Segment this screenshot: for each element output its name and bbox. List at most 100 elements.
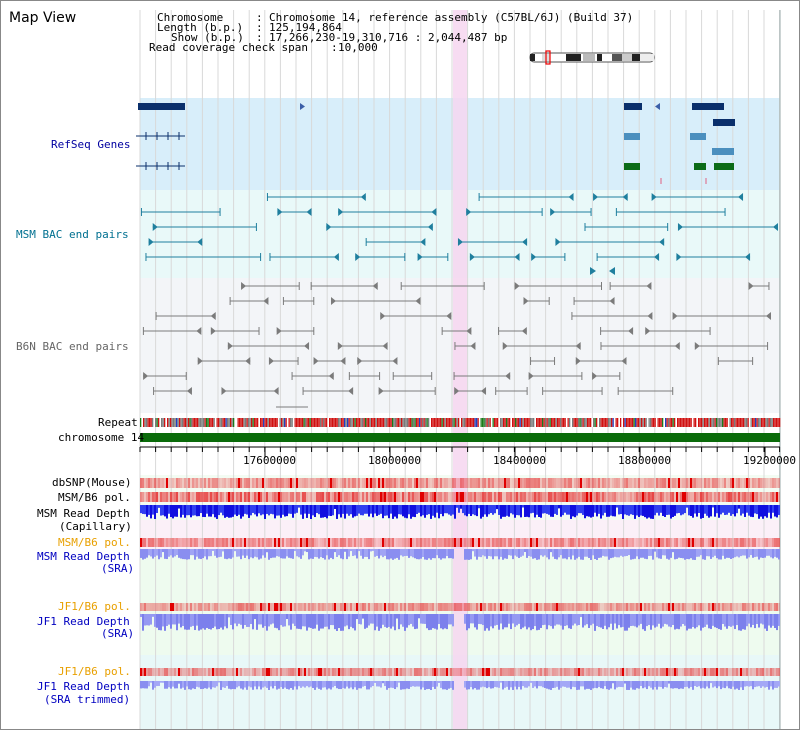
polymorphism-bin: [300, 478, 302, 488]
polymorphism-bin: [688, 668, 690, 676]
polymorphism-bin: [726, 478, 728, 488]
polymorphism-bin: [732, 538, 734, 547]
polymorphism-bin: [538, 668, 540, 676]
jf1-b6-pol-label-1[interactable]: JF1/B6 pol.: [58, 600, 131, 613]
repeat-element: [576, 418, 578, 427]
read-depth-bin: [238, 505, 240, 515]
bac-end-arrow: [328, 372, 334, 380]
polymorphism-bin: [584, 478, 586, 488]
read-depth-bin: [324, 549, 326, 560]
polymorphism-bin: [402, 478, 404, 488]
polymorphism-bin: [176, 538, 178, 547]
msm-bac-end-pairs-label[interactable]: MSM BAC end pairs: [16, 228, 129, 241]
repeat-element: [701, 418, 703, 427]
polymorphism-bin: [438, 603, 440, 611]
read-depth-bin: [142, 614, 144, 631]
polymorphism-bin: [552, 492, 554, 502]
read-depth-bin: [316, 681, 318, 688]
read-depth-bin: [328, 549, 330, 560]
polymorphism-bin: [544, 492, 546, 502]
polymorphism-bin: [456, 478, 458, 488]
repeat-element: [663, 418, 665, 427]
bac-end-arrow: [531, 253, 537, 261]
polymorphism-bin: [732, 603, 734, 611]
polymorphism-bin: [168, 668, 170, 676]
polymorphism-bin: [702, 668, 704, 676]
jf1-read-depth-sra-label[interactable]: JF1 Read Depth: [37, 615, 130, 628]
polymorphism-bin: [418, 538, 420, 547]
polymorphism-bin: [318, 492, 320, 502]
repeat-label[interactable]: Repeat: [98, 416, 138, 429]
dbsnp-label[interactable]: dbSNP(Mouse): [52, 476, 132, 489]
polymorphism-bin: [390, 668, 392, 676]
refseq-genes-label[interactable]: RefSeq Genes: [51, 138, 131, 151]
read-depth-bin: [558, 614, 560, 625]
polymorphism-bin: [328, 492, 330, 502]
polymorphism-bin: [400, 478, 402, 488]
msm-b6-pol-label-1[interactable]: MSM/B6 pol.: [58, 491, 131, 504]
read-depth-bin: [468, 505, 470, 514]
polymorphism-bin: [566, 538, 568, 547]
polymorphism-bin: [540, 492, 542, 502]
chromosome-track-label[interactable]: chromosome 14: [58, 431, 145, 444]
read-depth-bin: [678, 549, 680, 558]
read-depth-bin: [466, 549, 468, 560]
jf1-read-depth-trim-label[interactable]: JF1 Read Depth: [37, 680, 130, 693]
polymorphism-bin: [234, 492, 236, 502]
polymorphism-bin: [664, 603, 666, 611]
polymorphism-bin: [728, 478, 730, 488]
bac-end-arrow: [277, 208, 283, 216]
polymorphism-bin: [476, 478, 478, 488]
read-depth-bin: [180, 681, 182, 689]
repeat-element: [680, 418, 682, 427]
polymorphism-bin: [610, 492, 612, 502]
bac-end-arrow: [417, 253, 423, 261]
msm-read-depth-sra-label[interactable]: MSM Read Depth: [37, 550, 130, 563]
polymorphism-bin: [208, 603, 210, 611]
read-depth-bin: [648, 681, 650, 687]
bac-end-arrow: [550, 208, 556, 216]
read-depth-bin: [528, 549, 530, 557]
read-depth-bin: [198, 614, 200, 631]
read-depth-bin: [166, 505, 168, 519]
read-depth-bin: [746, 549, 748, 559]
polymorphism-bin: [394, 478, 396, 488]
repeat-element: [182, 418, 184, 427]
read-depth-bin: [374, 614, 376, 631]
ideogram-band: [640, 54, 654, 61]
read-depth-bin: [304, 549, 306, 552]
polymorphism-bin: [284, 668, 286, 676]
read-depth-bin: [432, 681, 434, 687]
b6n-bac-end-pairs-label[interactable]: B6N BAC end pairs: [16, 340, 129, 353]
polymorphism-bin: [348, 478, 350, 488]
bac-end-arrow: [326, 223, 332, 231]
read-depth-bin: [474, 505, 476, 516]
read-depth-bin: [606, 614, 608, 630]
polymorphism-bin: [448, 668, 450, 676]
polymorphism-bin: [148, 492, 150, 502]
read-depth-bin: [706, 549, 708, 557]
read-depth-bin: [506, 505, 508, 516]
read-depth-bin: [424, 505, 426, 518]
polymorphism-bin: [652, 668, 654, 676]
msm-b6-pol-label-2[interactable]: MSM/B6 pol.: [58, 536, 131, 549]
read-depth-bin: [186, 681, 188, 687]
repeat-element: [147, 418, 149, 427]
read-depth-bin: [268, 505, 270, 516]
polymorphism-bin: [414, 668, 416, 676]
read-depth-bin: [218, 549, 220, 558]
read-depth-bin: [512, 614, 514, 624]
read-depth-bin: [398, 505, 400, 515]
read-depth-bin: [484, 549, 486, 557]
read-depth-bin: [392, 505, 394, 519]
read-depth-bin: [750, 505, 752, 517]
msm-read-depth-capillary-label[interactable]: MSM Read Depth: [37, 507, 130, 520]
polymorphism-bin: [326, 492, 328, 502]
polymorphism-bin: [386, 538, 388, 547]
repeat-element: [281, 418, 283, 427]
polymorphism-bin: [702, 538, 704, 547]
jf1-b6-pol-label-2[interactable]: JF1/B6 pol.: [58, 665, 131, 678]
read-depth-bin: [416, 505, 418, 514]
read-depth-bin: [176, 549, 178, 556]
